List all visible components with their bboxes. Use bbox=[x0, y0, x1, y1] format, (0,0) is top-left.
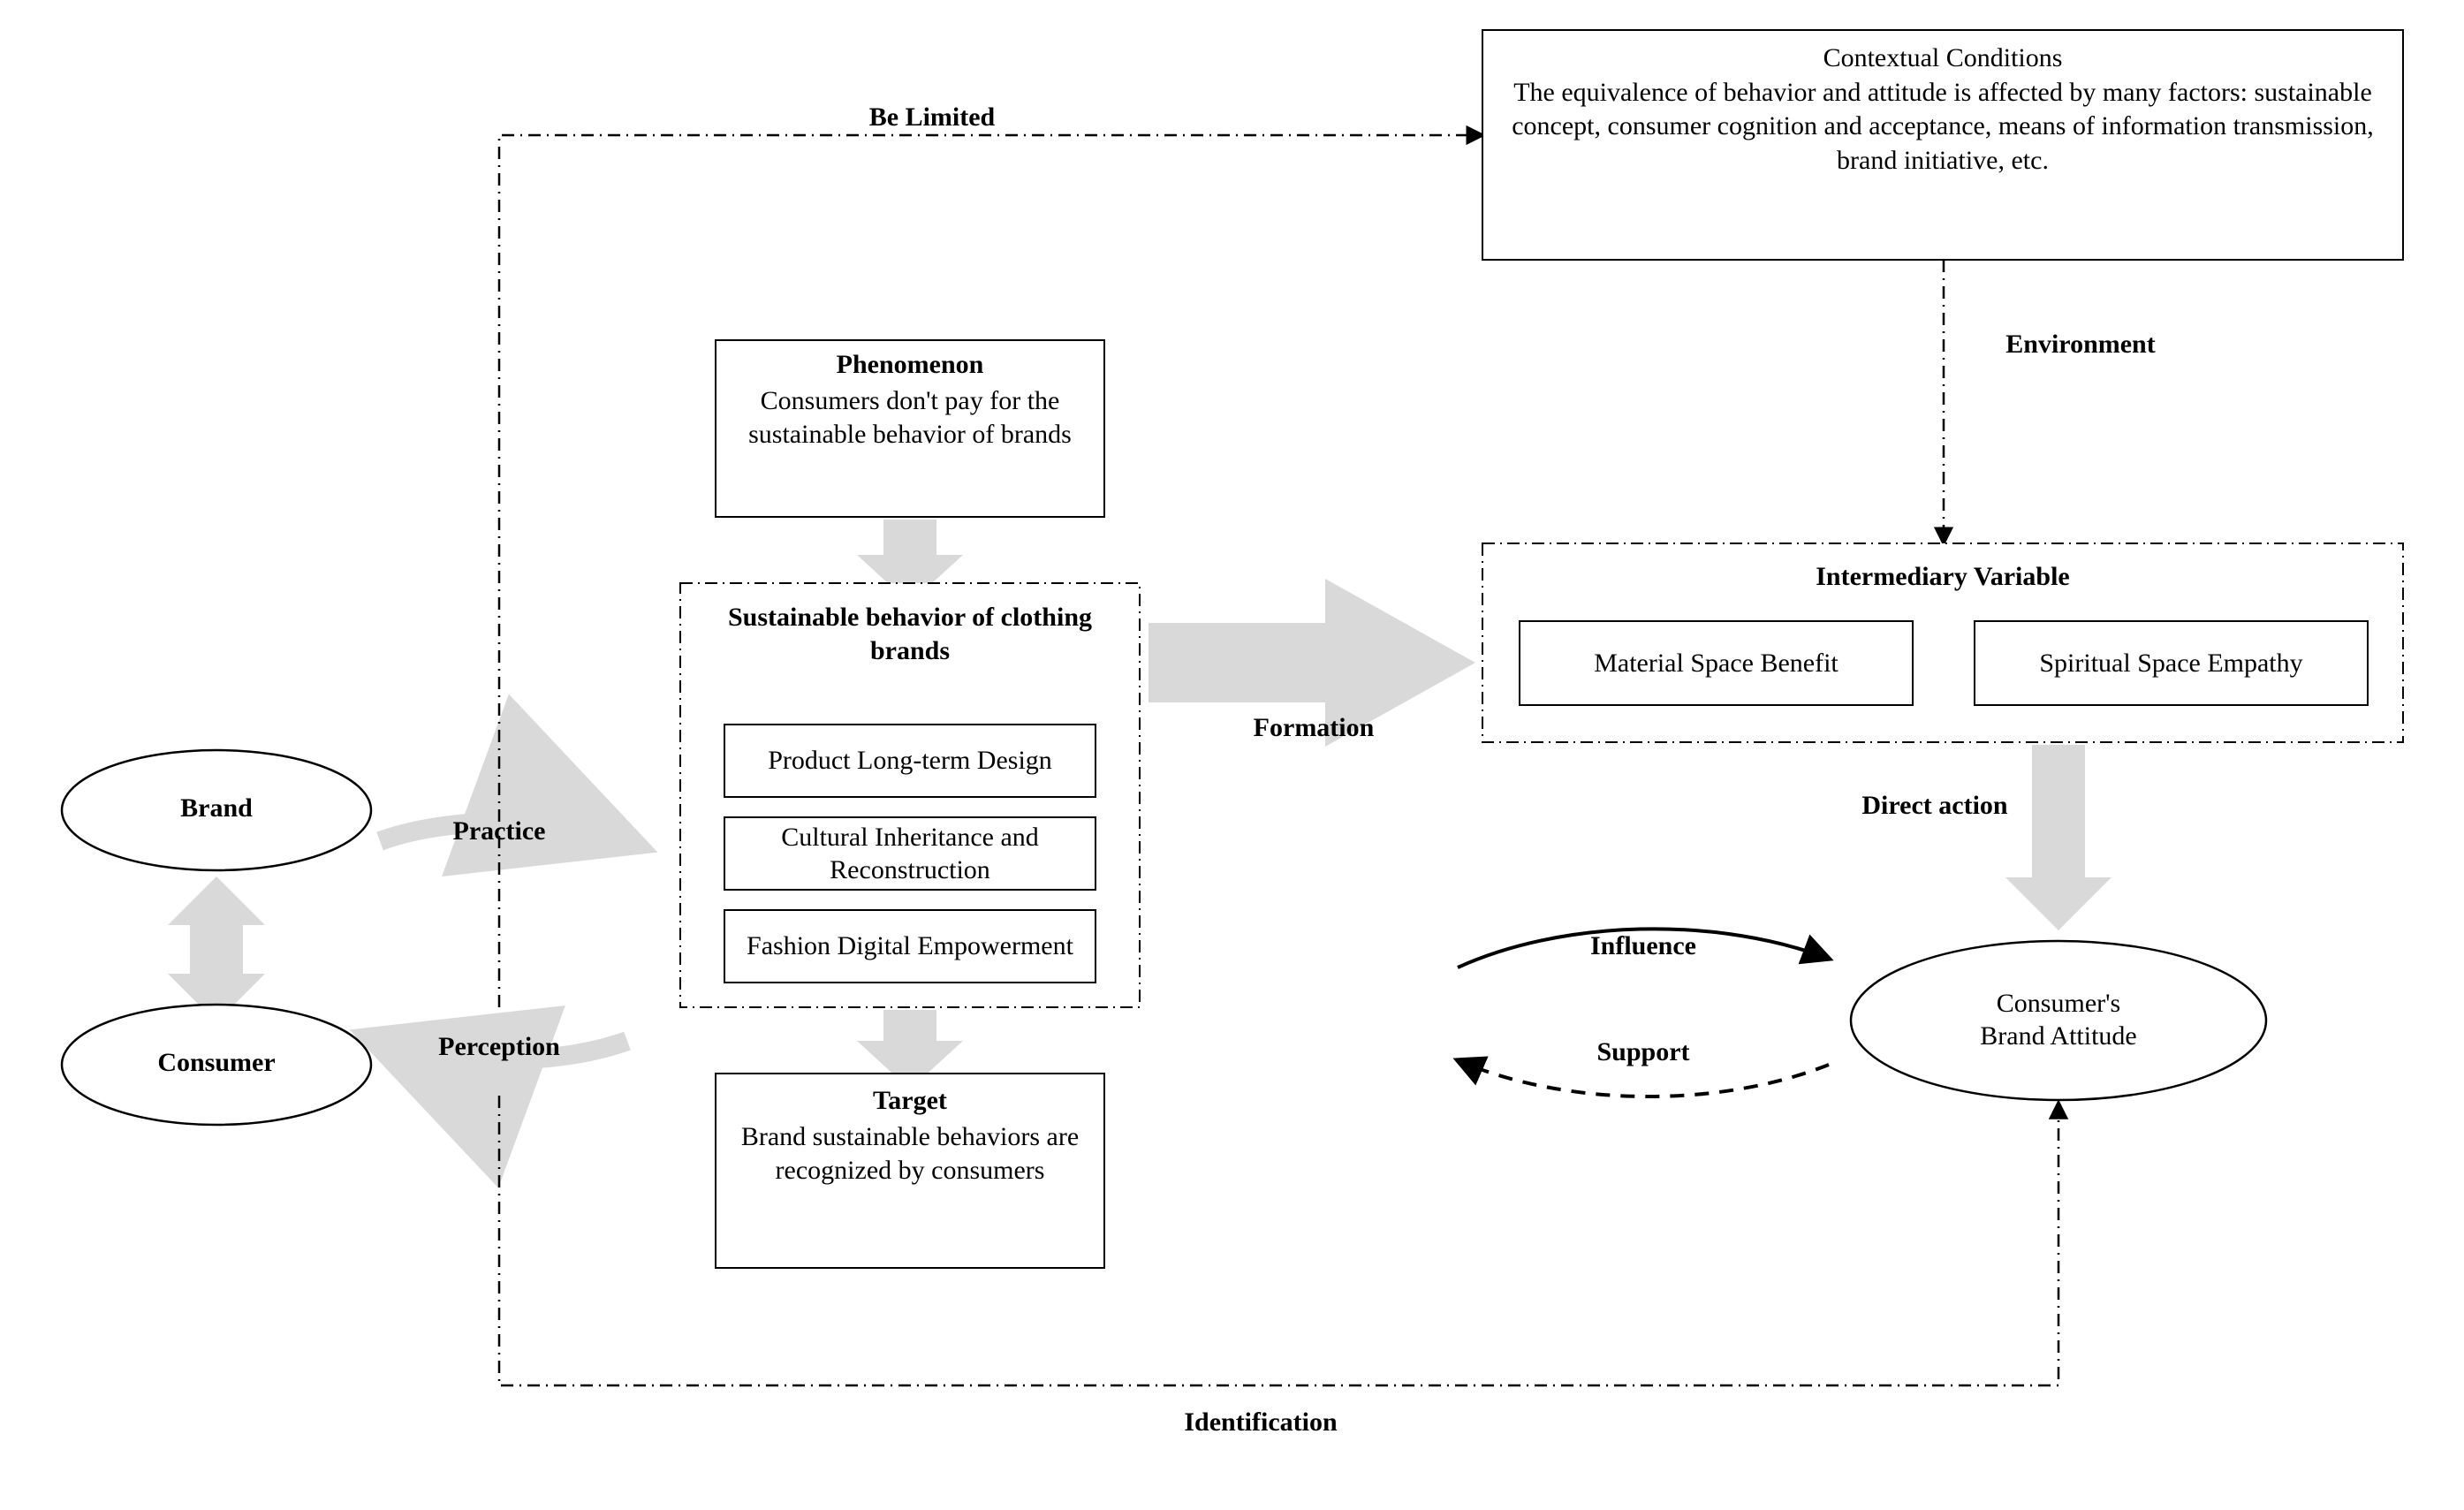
intermediary-item-2: Spiritual Space Empathy bbox=[2039, 647, 2302, 680]
sustainable-item-2: Cultural Inheritance and Reconstruction bbox=[729, 821, 1091, 887]
diagram-canvas: Brand Consumer Consumer's Brand Attitude… bbox=[0, 0, 2464, 1510]
target-body: Brand sustainable behaviors are recogniz… bbox=[741, 1122, 1079, 1185]
svg-text:Intermediary Variable: Intermediary Variable bbox=[1816, 562, 2069, 591]
node-sustainable: Sustainable behavior of clothing brands … bbox=[680, 583, 1140, 1007]
svg-text:Consumer's: Consumer's bbox=[1997, 989, 2120, 1018]
sustainable-title: Sustainable behavior of clothing brands bbox=[728, 603, 1092, 665]
node-contextual: Contextual Conditions The equivalence of… bbox=[1482, 30, 2403, 260]
label-be-limited: Be Limited bbox=[869, 102, 996, 132]
label-direct-action: Direct action bbox=[1861, 791, 2008, 820]
label-formation: Formation bbox=[1254, 713, 1375, 742]
phenomenon-body: Consumers don't pay for the sustainable … bbox=[748, 386, 1072, 449]
sustainable-item-1: Product Long-term Design bbox=[768, 744, 1052, 778]
label-identification: Identification bbox=[1184, 1408, 1338, 1437]
label-support: Support bbox=[1596, 1037, 1689, 1066]
svg-text:Brand Attitude: Brand Attitude bbox=[1980, 1021, 2136, 1051]
svg-text:Target: Target bbox=[873, 1086, 947, 1115]
contextual-body: The equivalence of behavior and attitude… bbox=[1512, 78, 2374, 175]
svg-text:Phenomenon: Phenomenon bbox=[837, 350, 984, 379]
arrow-brand-consumer-double bbox=[168, 876, 265, 1022]
label-environment: Environment bbox=[2005, 330, 2155, 359]
svg-text:Brand: Brand bbox=[180, 793, 253, 823]
node-attitude: Consumer's Brand Attitude bbox=[1851, 941, 2266, 1100]
arrow-intermediary-to-attitude bbox=[2005, 745, 2111, 930]
label-practice: Practice bbox=[453, 816, 546, 846]
node-intermediary: Intermediary Variable Material Space Ben… bbox=[1482, 543, 2403, 742]
label-influence: Influence bbox=[1590, 931, 1696, 960]
node-target: Target Brand sustainable behaviors are r… bbox=[716, 1074, 1104, 1268]
node-consumer: Consumer bbox=[62, 1005, 371, 1125]
node-phenomenon: Phenomenon Consumers don't pay for the s… bbox=[716, 340, 1104, 517]
svg-text:Consumer: Consumer bbox=[157, 1048, 275, 1077]
sustainable-item-3: Fashion Digital Empowerment bbox=[747, 930, 1073, 963]
svg-text:Contextual Conditions: Contextual Conditions bbox=[1823, 43, 2063, 72]
label-perception: Perception bbox=[438, 1032, 560, 1061]
intermediary-item-1: Material Space Benefit bbox=[1594, 647, 1839, 680]
node-brand: Brand bbox=[62, 750, 371, 870]
